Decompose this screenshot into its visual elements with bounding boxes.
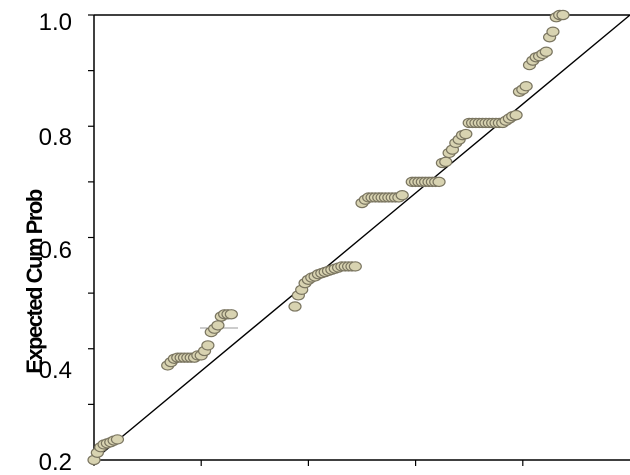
data-point xyxy=(519,80,533,92)
y-tick-label: 0.4 xyxy=(39,357,72,384)
data-point xyxy=(395,190,409,201)
y-tick-label: 1.0 xyxy=(39,9,72,36)
y-tick-label: 0.2 xyxy=(39,449,72,475)
data-point xyxy=(509,109,523,121)
x-ticks xyxy=(93,460,524,466)
reference-line xyxy=(93,14,630,461)
y-tick-label: 0.6 xyxy=(39,237,72,264)
data-point xyxy=(546,26,560,37)
data-point xyxy=(539,46,553,57)
y-ticks: 0.2 0.4 0.6 0.8 1.0 xyxy=(39,9,94,475)
data-point xyxy=(211,320,225,331)
data-point xyxy=(224,309,238,320)
data-point xyxy=(459,128,473,140)
data-point xyxy=(348,261,362,272)
data-point xyxy=(432,176,446,188)
data-points xyxy=(87,9,570,466)
data-point xyxy=(439,156,453,168)
y-axis-title: Expected Cum Prob xyxy=(22,189,47,374)
data-point xyxy=(110,434,125,445)
data-point xyxy=(201,340,215,351)
data-point xyxy=(288,301,302,312)
y-tick-label: 0.8 xyxy=(39,124,72,151)
data-point xyxy=(556,9,570,21)
